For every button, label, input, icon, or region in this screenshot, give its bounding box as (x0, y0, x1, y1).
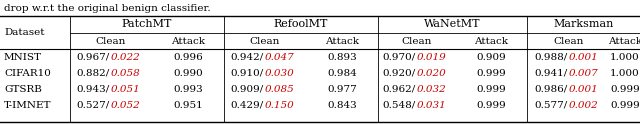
Text: 0.999: 0.999 (610, 84, 640, 93)
Text: 0.999: 0.999 (610, 100, 640, 109)
Text: 0.967/: 0.967/ (77, 52, 110, 62)
Text: GTSRB: GTSRB (4, 84, 42, 93)
Text: 0.999: 0.999 (476, 68, 506, 78)
Text: Clean: Clean (250, 36, 280, 46)
Text: 0.882/: 0.882/ (77, 68, 110, 78)
Text: 0.030: 0.030 (265, 68, 295, 78)
Text: 0.548/: 0.548/ (382, 100, 415, 109)
Text: Dataset: Dataset (4, 28, 45, 37)
Text: 0.577/: 0.577/ (534, 100, 568, 109)
Text: T-IMNET: T-IMNET (4, 100, 51, 109)
Text: 0.031: 0.031 (417, 100, 446, 109)
Text: 0.977: 0.977 (327, 84, 357, 93)
Text: 0.910/: 0.910/ (231, 68, 264, 78)
Text: PatchMT: PatchMT (122, 19, 172, 29)
Text: 0.527/: 0.527/ (77, 100, 110, 109)
Text: 0.942/: 0.942/ (231, 52, 264, 62)
Text: 0.993: 0.993 (173, 84, 203, 93)
Text: 0.052: 0.052 (111, 100, 141, 109)
Text: 0.996: 0.996 (173, 52, 203, 62)
Text: 0.988/: 0.988/ (534, 52, 568, 62)
Text: RefoolMT: RefoolMT (274, 19, 328, 29)
Text: drop w.r.t the original benign classifier.: drop w.r.t the original benign classifie… (4, 4, 211, 13)
Text: 0.001: 0.001 (568, 84, 598, 93)
Text: Marksman: Marksman (554, 19, 614, 29)
Text: 0.051: 0.051 (111, 84, 141, 93)
Text: MNIST: MNIST (4, 52, 42, 62)
Text: 0.943/: 0.943/ (77, 84, 110, 93)
Text: Attack: Attack (608, 36, 640, 46)
Text: 0.019: 0.019 (417, 52, 446, 62)
Text: 0.962/: 0.962/ (382, 84, 415, 93)
Text: 0.941/: 0.941/ (534, 68, 568, 78)
Text: 0.429/: 0.429/ (231, 100, 264, 109)
Text: Clean: Clean (96, 36, 126, 46)
Text: 0.843: 0.843 (327, 100, 357, 109)
Text: 0.909: 0.909 (476, 52, 506, 62)
Text: Clean: Clean (554, 36, 584, 46)
Text: 0.020: 0.020 (417, 68, 446, 78)
Text: 0.986/: 0.986/ (534, 84, 568, 93)
Text: 0.984: 0.984 (327, 68, 357, 78)
Text: 0.150: 0.150 (265, 100, 295, 109)
Text: CIFAR10: CIFAR10 (4, 68, 51, 78)
Text: 0.951: 0.951 (173, 100, 203, 109)
Text: 0.032: 0.032 (417, 84, 446, 93)
Text: 0.970/: 0.970/ (382, 52, 415, 62)
Text: 0.920/: 0.920/ (382, 68, 415, 78)
Text: Attack: Attack (474, 36, 508, 46)
Text: 0.999: 0.999 (476, 100, 506, 109)
Text: 0.022: 0.022 (111, 52, 141, 62)
Text: Attack: Attack (325, 36, 359, 46)
Text: 1.000: 1.000 (610, 52, 640, 62)
Text: 0.047: 0.047 (265, 52, 295, 62)
Text: 0.002: 0.002 (568, 100, 598, 109)
Text: Attack: Attack (171, 36, 205, 46)
Text: 0.893: 0.893 (327, 52, 357, 62)
Text: WaNetMT: WaNetMT (424, 19, 481, 29)
Text: 0.001: 0.001 (568, 52, 598, 62)
Text: 0.085: 0.085 (265, 84, 295, 93)
Text: Clean: Clean (401, 36, 432, 46)
Text: 0.909/: 0.909/ (231, 84, 264, 93)
Text: 0.058: 0.058 (111, 68, 141, 78)
Text: 0.990: 0.990 (173, 68, 203, 78)
Text: 0.999: 0.999 (476, 84, 506, 93)
Text: 1.000: 1.000 (610, 68, 640, 78)
Text: 0.007: 0.007 (568, 68, 598, 78)
